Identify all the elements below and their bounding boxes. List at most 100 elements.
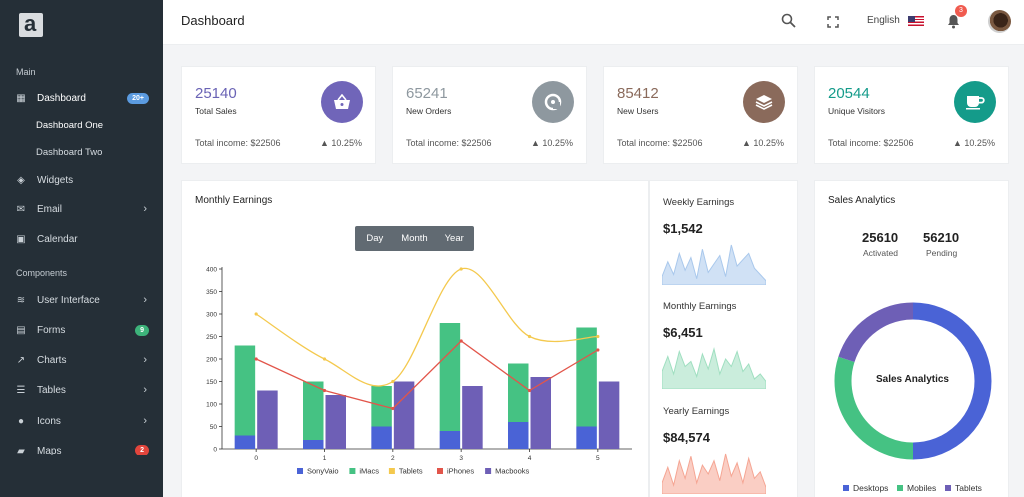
stat-value: 85412 [617, 85, 659, 102]
fullscreen-icon[interactable] [827, 15, 839, 31]
legend-swatch [297, 468, 303, 474]
chevron-right-icon: › [143, 415, 147, 427]
bar-imacs [439, 323, 461, 431]
page-title: Dashboard [181, 13, 245, 28]
stat-income: Total income: $22506 [617, 138, 703, 148]
point-iphones [254, 357, 258, 361]
language-selector[interactable]: English [867, 15, 900, 26]
bar-sonyvaio [508, 422, 529, 449]
top-bar: Dashboard English 3 [163, 0, 1024, 45]
monthly-earnings-title: Monthly Earnings [663, 301, 737, 312]
basket-icon [321, 81, 363, 123]
y-tick-label: 0 [213, 447, 217, 454]
y-tick-label: 350 [206, 289, 217, 296]
logo-letter: a [24, 11, 37, 36]
chevron-right-icon: › [143, 203, 147, 215]
sidebar-item-user-interface[interactable]: ≋ User Interface › [0, 287, 163, 313]
range-day-button[interactable]: Day [366, 233, 384, 244]
sparkline-area [662, 347, 766, 389]
legend-swatch [897, 485, 903, 491]
sidebar-item-label: Email [37, 203, 63, 215]
monthly-earnings-sparkline [662, 347, 766, 389]
chevron-right-icon: › [143, 294, 147, 306]
sidebar-item-label: Icons [37, 415, 61, 427]
sidebar-item-charts[interactable]: ↗ Charts › [0, 347, 163, 373]
stat-label: Total Sales [195, 106, 237, 116]
sidebar: a Main ▦ Dashboard 20+ Dashboard One Das… [0, 0, 163, 497]
legend-swatch [437, 468, 443, 474]
chart-line-icon: ↗ [16, 354, 26, 366]
monthly-earnings-card: Monthly Earnings Day Month Year 0 50 100 15… [181, 180, 649, 497]
card-title: Monthly Earnings [195, 195, 273, 206]
sidebar-item-icons[interactable]: ● Icons › [0, 408, 163, 434]
search-icon[interactable] [781, 13, 796, 31]
stat-value: 25140 [195, 85, 237, 102]
line-iphones [255, 340, 599, 410]
caret-up-icon: ▲ [320, 138, 332, 148]
legend-swatch [349, 468, 356, 474]
sidebar-item-label: Charts [37, 354, 67, 366]
legend-swatch [843, 485, 849, 491]
sales-analytics-donut [834, 302, 992, 460]
sidebar-item-label: Tables [37, 384, 66, 396]
monthly-earnings-chart: 0 50 100 150 200 250 300 350 400 0 1 2 3 4 5 SonyVaio iM… [206, 267, 632, 476]
donut-slice-mobiles [834, 356, 914, 460]
stat-pct: 10.25% [542, 138, 573, 148]
legend-label: Tablets [399, 467, 423, 476]
legend-label: Desktops [853, 483, 889, 493]
point-tablets [527, 334, 532, 339]
bar-macbooks [530, 377, 551, 449]
stat-change: ▲ 10.25% [320, 138, 362, 148]
sidebar-item-dashboard[interactable]: ▦ Dashboard 20+ [0, 85, 163, 111]
x-tick-label: 4 [528, 455, 532, 462]
stat-change: ▲ 10.25% [742, 138, 784, 148]
sparkline-area [662, 453, 766, 494]
sidebar-subitem-dashboard-two[interactable]: Dashboard Two [36, 147, 103, 158]
range-toggle: Day Month Year [355, 226, 474, 251]
map-icon: ▰ [17, 445, 25, 456]
sidebar-item-label: Calendar [37, 233, 78, 245]
sidebar-item-forms[interactable]: ▤ Forms 9 [0, 317, 163, 343]
sidebar-item-email[interactable]: ✉ Email › [0, 196, 163, 222]
range-year-button[interactable]: Year [444, 233, 464, 244]
stat-card-new-orders: 65241 New Orders Total income: $22506 ▲ … [392, 66, 587, 164]
x-tick-label: 2 [391, 455, 395, 462]
activated-value: 25610 [862, 230, 899, 245]
donut-slice-desktops [912, 302, 992, 460]
sidebar-item-label: Widgets [37, 174, 74, 186]
chevron-right-icon: › [143, 384, 147, 396]
stat-label: Unique Visitors [828, 106, 886, 116]
sales-analytics-card: Sales Analytics 25610 Activated 56210 Pe… [814, 180, 1009, 497]
bar-imacs [234, 345, 256, 436]
yearly-earnings-sparkline [662, 453, 766, 494]
point-tablets [391, 379, 395, 384]
sidebar-item-tables[interactable]: ☰ Tables › [0, 377, 163, 403]
stat-value: 20544 [828, 85, 870, 102]
stat-value: 65241 [406, 85, 448, 102]
x-tick-label: 1 [323, 455, 327, 462]
layers-icon: ≋ [16, 294, 26, 306]
stat-label: New Users [617, 106, 659, 116]
bar-sonyvaio [303, 440, 324, 449]
sidebar-subitem-dashboard-one[interactable]: Dashboard One [36, 120, 104, 131]
avatar[interactable] [988, 10, 1011, 33]
bar-sonyvaio [576, 426, 597, 449]
caret-up-icon: ▲ [953, 138, 965, 148]
monthly-earnings-value: $6,451 [663, 325, 703, 340]
earnings-summary-card: Weekly Earnings $1,542 Monthly Earnings … [649, 180, 798, 497]
range-month-button[interactable]: Month [401, 233, 428, 244]
clipboard-icon: ▤ [16, 324, 26, 336]
bar-imacs [371, 386, 392, 427]
line-tablets [255, 267, 598, 387]
sidebar-item-widgets[interactable]: ◈ Widgets [0, 167, 163, 193]
app-logo[interactable]: a [19, 11, 43, 37]
pending-value: 56210 [923, 230, 960, 245]
stat-card-total-sales: 25140 Total Sales Total income: $22506 ▲… [181, 66, 376, 164]
bell-icon[interactable] [947, 14, 960, 32]
sidebar-item-calendar[interactable]: ▣ Calendar [0, 226, 163, 252]
y-tick-label: 300 [206, 312, 217, 319]
stat-pct: 10.25% [964, 138, 995, 148]
bar-imacs [508, 363, 529, 422]
sidebar-item-maps[interactable]: ▰ Maps 2 [0, 439, 163, 455]
dashboard-icon: ▦ [16, 92, 26, 104]
